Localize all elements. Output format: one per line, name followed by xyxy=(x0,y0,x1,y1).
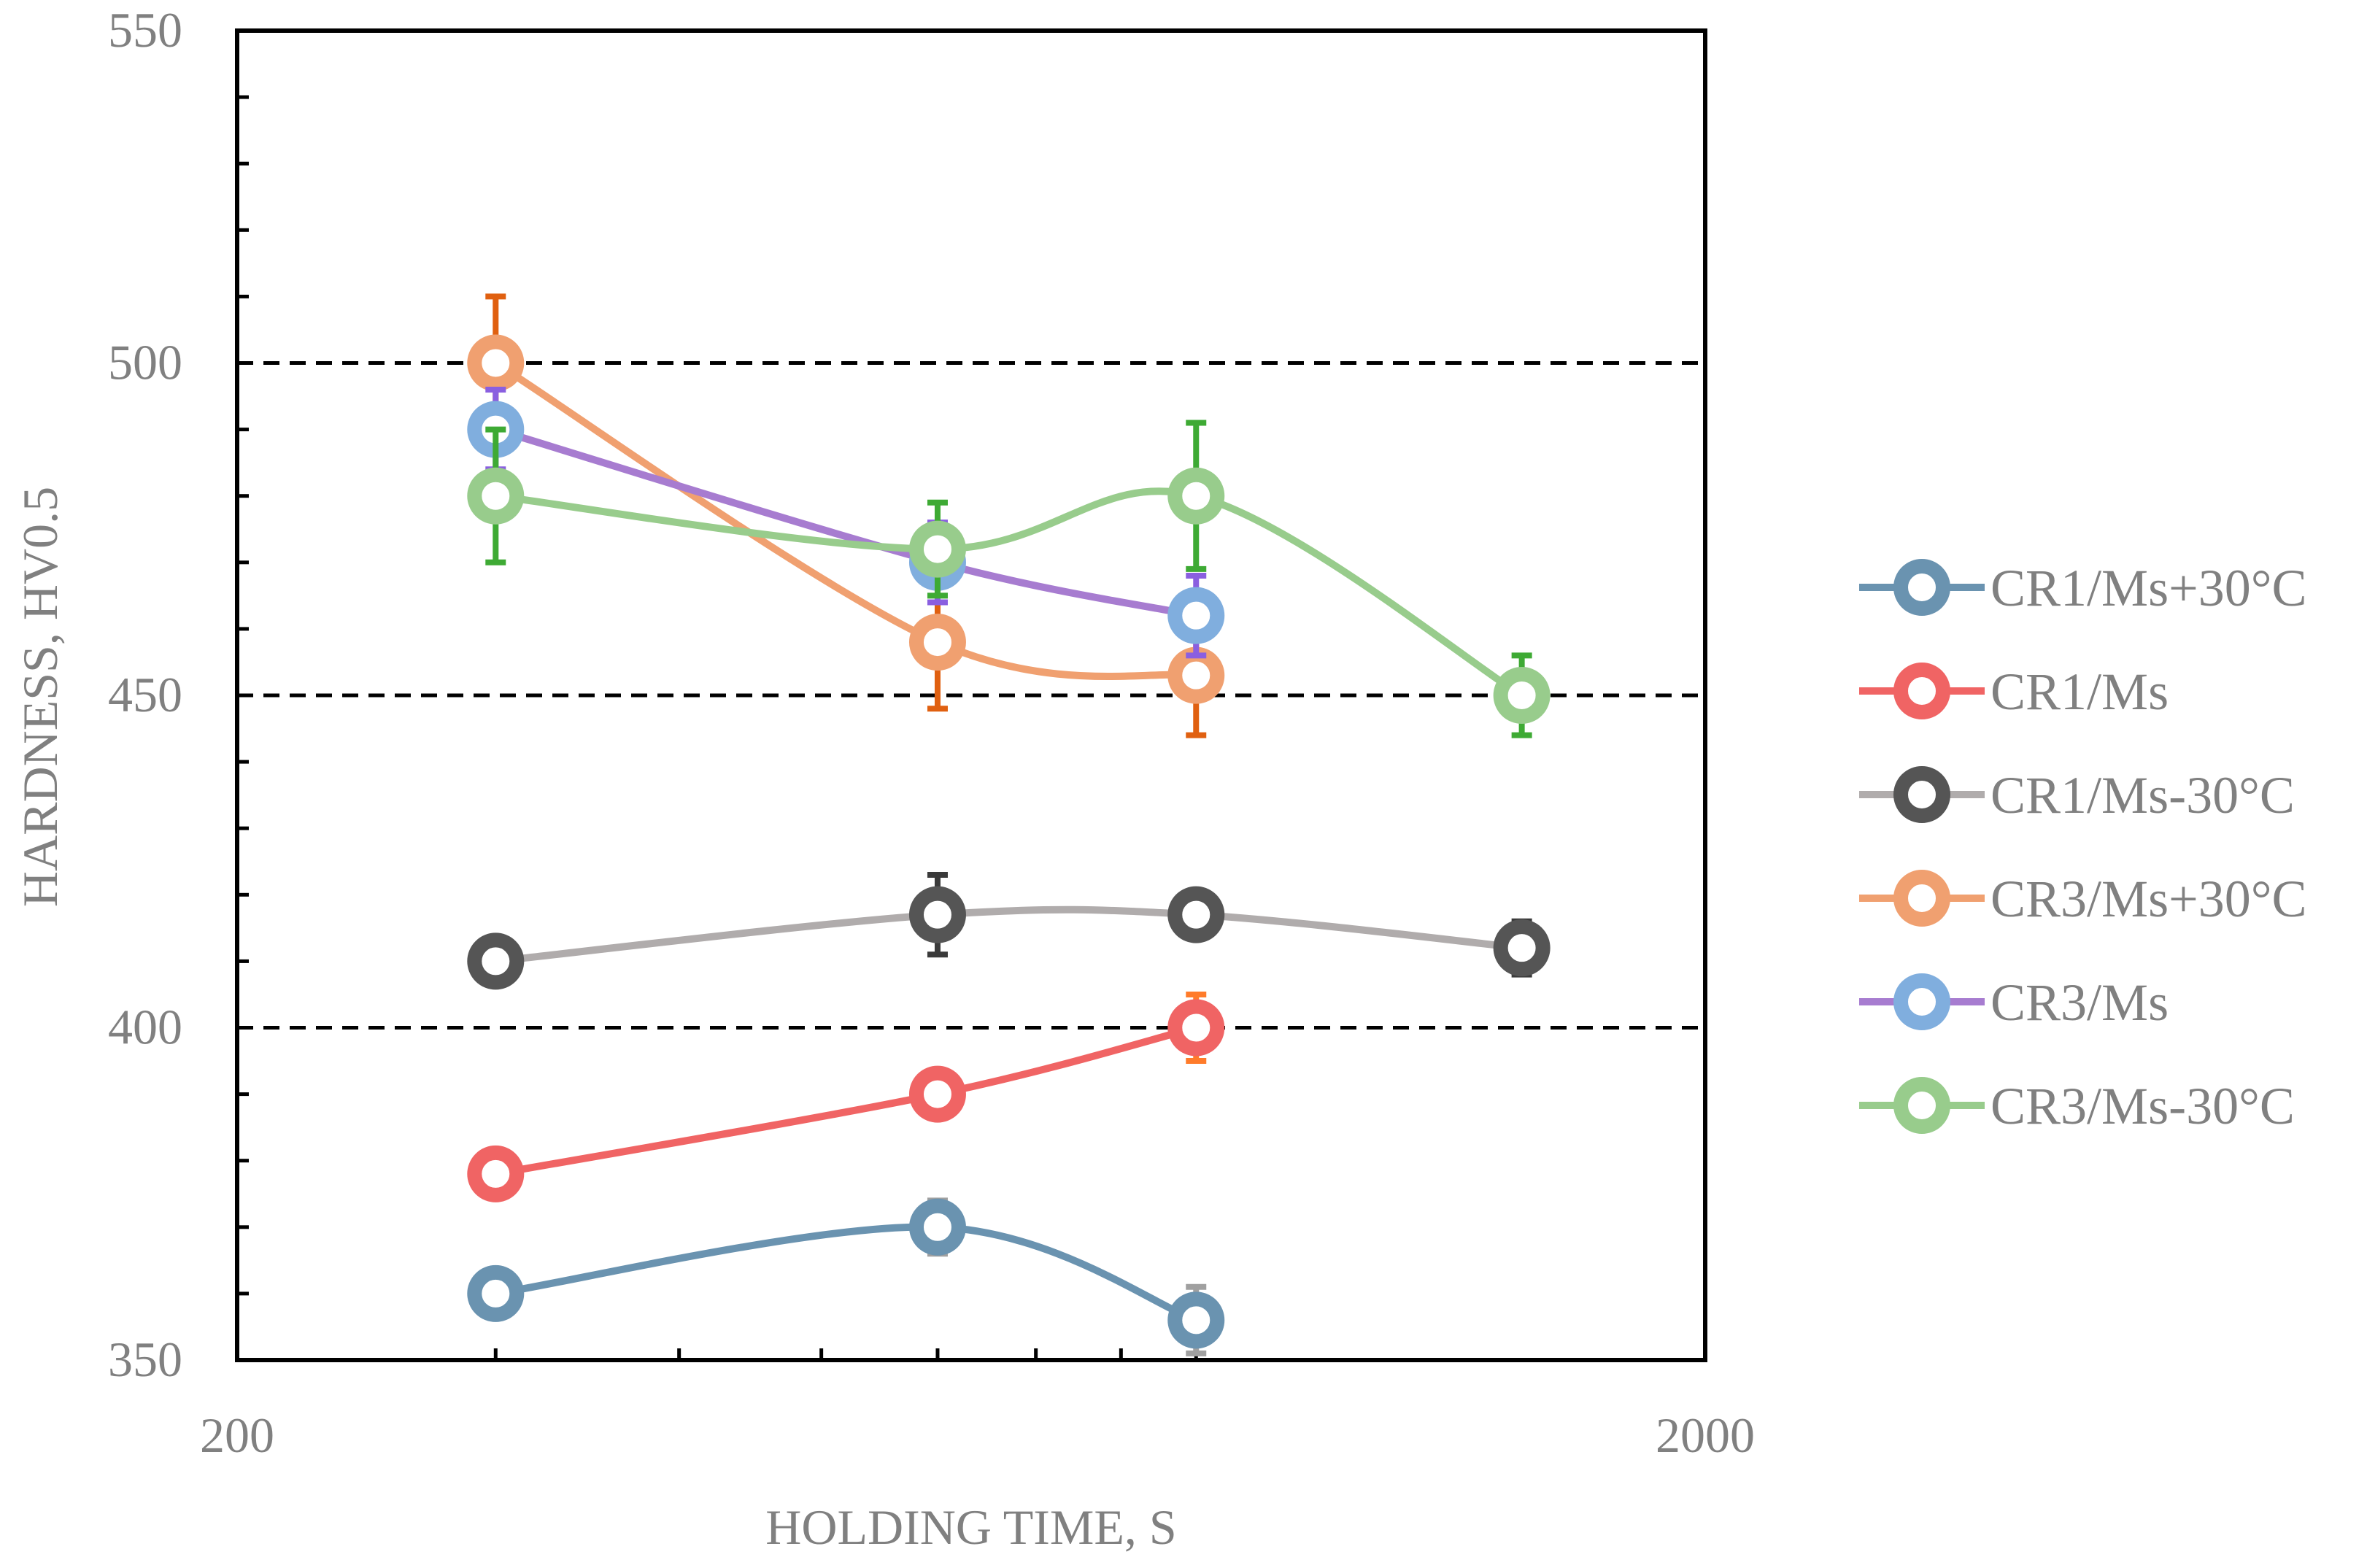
legend-label: CR3/Ms+30°C xyxy=(1990,870,2307,928)
series-2 xyxy=(467,871,1551,990)
y-tick-label: 500 xyxy=(108,335,182,390)
legend-label: CR1/Ms+30°C xyxy=(1990,559,2307,617)
series-1 xyxy=(467,991,1225,1202)
data-point xyxy=(1167,999,1225,1057)
data-point xyxy=(908,1198,966,1256)
legend-swatch-marker xyxy=(1893,663,1950,719)
y-tick-label: 550 xyxy=(108,2,182,58)
legend-swatch-marker xyxy=(1893,559,1950,616)
series-line xyxy=(492,1024,1200,1178)
legend-item: CR3/Ms-30°C xyxy=(1859,1077,2295,1135)
data-point xyxy=(467,334,525,392)
data-point xyxy=(1167,646,1225,704)
legend-item: CR1/Ms+30°C xyxy=(1859,559,2307,617)
series-5 xyxy=(467,420,1551,738)
x-tick-label: 200 xyxy=(200,1407,274,1463)
data-point xyxy=(467,932,525,990)
data-point xyxy=(908,520,966,578)
legend-swatch-marker xyxy=(1893,1077,1950,1134)
legend-swatch-marker xyxy=(1893,870,1950,927)
legend-label: CR3/Ms-30°C xyxy=(1990,1077,2295,1135)
legend-item: CR1/Ms-30°C xyxy=(1859,766,2295,824)
series-line xyxy=(492,1223,1200,1324)
series-0 xyxy=(467,1197,1225,1356)
series-4 xyxy=(467,386,1225,659)
series-line xyxy=(492,487,1526,699)
legend-swatch-marker xyxy=(1893,973,1950,1030)
legend-label: CR3/Ms xyxy=(1990,973,2169,1032)
legend-swatch-marker xyxy=(1893,766,1950,823)
data-point xyxy=(467,467,525,525)
series-line xyxy=(492,425,1200,619)
plot-frame xyxy=(235,28,1707,1362)
minor-ticks xyxy=(237,95,1198,1360)
data-point xyxy=(1167,467,1225,525)
y-tick-labels: 350 400 450 500 550 xyxy=(108,2,182,1387)
x-tick-label: 2000 xyxy=(1656,1407,1755,1463)
series-line xyxy=(492,359,1200,681)
y-tick-label: 350 xyxy=(108,1332,182,1387)
series-3 xyxy=(467,293,1225,738)
legend-item: CR1/Ms xyxy=(1859,663,2169,721)
legend-item: CR3/Ms xyxy=(1859,973,2169,1032)
legend: CR1/Ms+30°C CR1/Ms CR1/Ms-30°C CR3/Ms+30°C C… xyxy=(1859,559,2307,1135)
data-point xyxy=(1493,919,1551,977)
data-point xyxy=(1167,587,1225,644)
series-line xyxy=(492,905,1526,965)
legend-label: CR1/Ms xyxy=(1990,663,2169,721)
legend-item: CR3/Ms+30°C xyxy=(1859,870,2307,928)
data-point xyxy=(467,1145,525,1202)
dashed-gridlines xyxy=(237,361,1705,1030)
plot-series xyxy=(467,293,1551,1356)
data-point xyxy=(1167,1291,1225,1349)
data-point xyxy=(908,614,966,671)
y-tick-label: 450 xyxy=(108,667,182,722)
data-point xyxy=(908,1065,966,1123)
data-point xyxy=(467,1264,525,1322)
data-point xyxy=(1493,667,1551,724)
x-tick-labels: 200 2000 xyxy=(200,1407,1755,1463)
y-axis-title: HARDNESS, HV0.5 xyxy=(12,487,68,907)
y-tick-label: 400 xyxy=(108,1000,182,1055)
x-axis-title: HOLDING TIME, S xyxy=(765,1499,1177,1555)
data-point xyxy=(908,886,966,943)
legend-label: CR1/Ms-30°C xyxy=(1990,766,2295,824)
data-point xyxy=(1167,886,1225,943)
